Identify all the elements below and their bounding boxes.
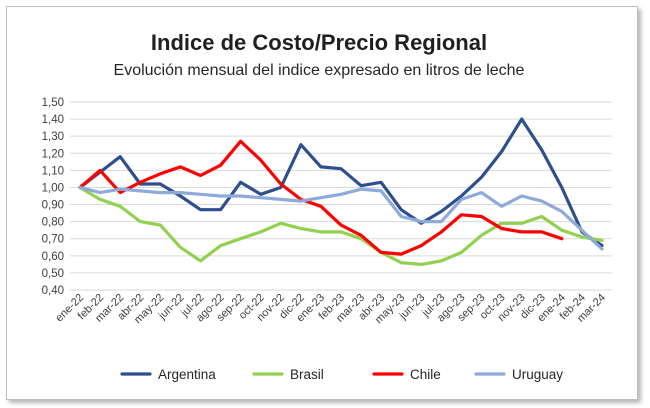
chart-subtitle: Evolución mensual del indice expresado e… xyxy=(113,62,525,79)
chart-title: Indice de Costo/Precio Regional xyxy=(150,30,488,55)
y-tick-label: 0,80 xyxy=(42,217,64,229)
legend-label-uruguay: Uruguay xyxy=(512,367,563,382)
legend-label-brasil: Brasil xyxy=(290,367,324,382)
y-tick-label: 0,70 xyxy=(42,234,64,246)
series-line-uruguay xyxy=(78,185,604,251)
legend-label-chile: Chile xyxy=(410,367,441,382)
y-tick-label: 1,30 xyxy=(42,131,64,143)
series-line-chile xyxy=(78,139,564,256)
legend-label-argentina: Argentina xyxy=(158,367,216,382)
y-tick-label: 1,40 xyxy=(42,114,64,126)
y-tick-label: 1,20 xyxy=(42,148,64,160)
y-tick-label: 0,60 xyxy=(42,251,64,263)
y-tick-label: 0,90 xyxy=(42,200,64,212)
y-tick-label: 0,50 xyxy=(42,268,64,280)
series-line-brasil xyxy=(78,185,604,266)
y-tick-label: 1,50 xyxy=(42,97,64,109)
y-tick-label: 1,10 xyxy=(42,165,64,177)
y-tick-label: 0,40 xyxy=(42,285,64,297)
y-tick-label: 1,00 xyxy=(42,182,64,194)
series-line-argentina xyxy=(78,117,604,248)
